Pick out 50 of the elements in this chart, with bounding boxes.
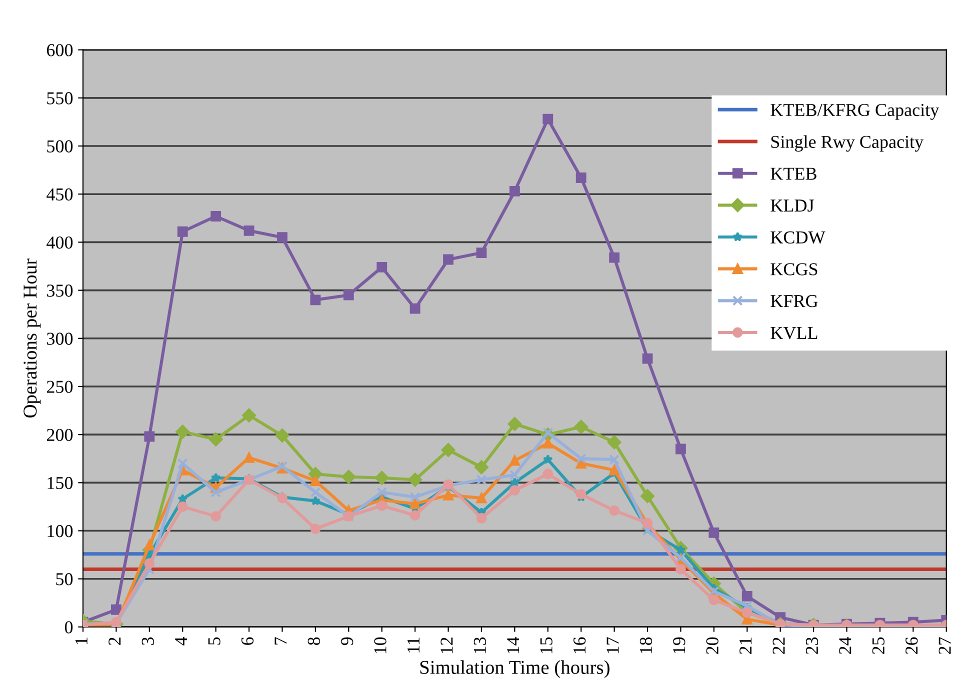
x-tick-label: 3 — [142, 637, 154, 645]
legend-label: KCDW — [770, 231, 826, 244]
legend-label: KCGS — [770, 263, 818, 276]
x-tick-label: 15 — [540, 637, 552, 654]
x-tick-label: 16 — [573, 637, 586, 654]
x-tick-label: 6 — [241, 637, 254, 645]
x-tick-label: 23 — [806, 637, 818, 654]
x-tick-label: 1 — [75, 638, 88, 644]
x-tick-label: 10 — [374, 637, 386, 654]
y-tick-label: 400 — [46, 236, 73, 249]
y-tick-label: 200 — [46, 428, 73, 442]
legend-label: Single Rwy Capacity — [771, 135, 924, 152]
y-tick-label: 150 — [48, 476, 73, 490]
x-tick-label: 26 — [906, 637, 918, 654]
y-tick-label: 550 — [47, 92, 73, 104]
x-tick-label: 24 — [839, 636, 852, 654]
x-tick-label: 5 — [208, 637, 220, 645]
legend-label: KTEB — [770, 168, 816, 180]
y-tick-label: 350 — [47, 284, 73, 297]
y-tick-label: 50 — [56, 573, 73, 586]
x-tick-label: 18 — [640, 637, 652, 654]
y-tick-label: 250 — [46, 380, 73, 393]
y-tick-label: 100 — [48, 525, 73, 538]
x-tick-label: 22 — [772, 638, 785, 654]
x-tick-label: 25 — [872, 637, 884, 654]
x-tick-label: 14 — [507, 636, 520, 654]
y-tick-label: 600 — [46, 44, 73, 56]
x-tick-label: 11 — [407, 638, 420, 652]
legend-label: KLDJ — [770, 200, 814, 212]
legend-label: KVLL — [770, 326, 818, 340]
x-tick-label: 4 — [175, 636, 187, 646]
x-tick-label: 20 — [706, 637, 718, 654]
x-tick-label: 13 — [474, 637, 486, 654]
y-tick-label: 300 — [47, 332, 73, 345]
legend-label: KFRG — [770, 295, 818, 308]
x-tick-label: 17 — [606, 637, 619, 654]
x-tick-label: 12 — [440, 638, 453, 654]
x-axis-title: Simulation Time (hours) — [420, 660, 610, 678]
y-axis-title: Operations per Hour — [24, 258, 41, 418]
y-tick-label: 450 — [46, 188, 73, 201]
x-tick-label: 19 — [673, 637, 686, 654]
x-tick-label: 8 — [308, 637, 320, 646]
x-tick-label: 9 — [341, 637, 354, 646]
x-tick-label: 2 — [108, 638, 121, 645]
x-tick-label: 21 — [740, 638, 752, 654]
x-tick-label: 27 — [938, 637, 951, 654]
y-tick-label: 500 — [47, 140, 73, 152]
y-tick-label: 0 — [64, 621, 73, 634]
legend-label: KTEB/KFRG Capacity — [770, 104, 940, 120]
x-tick-label: 7 — [274, 637, 287, 645]
